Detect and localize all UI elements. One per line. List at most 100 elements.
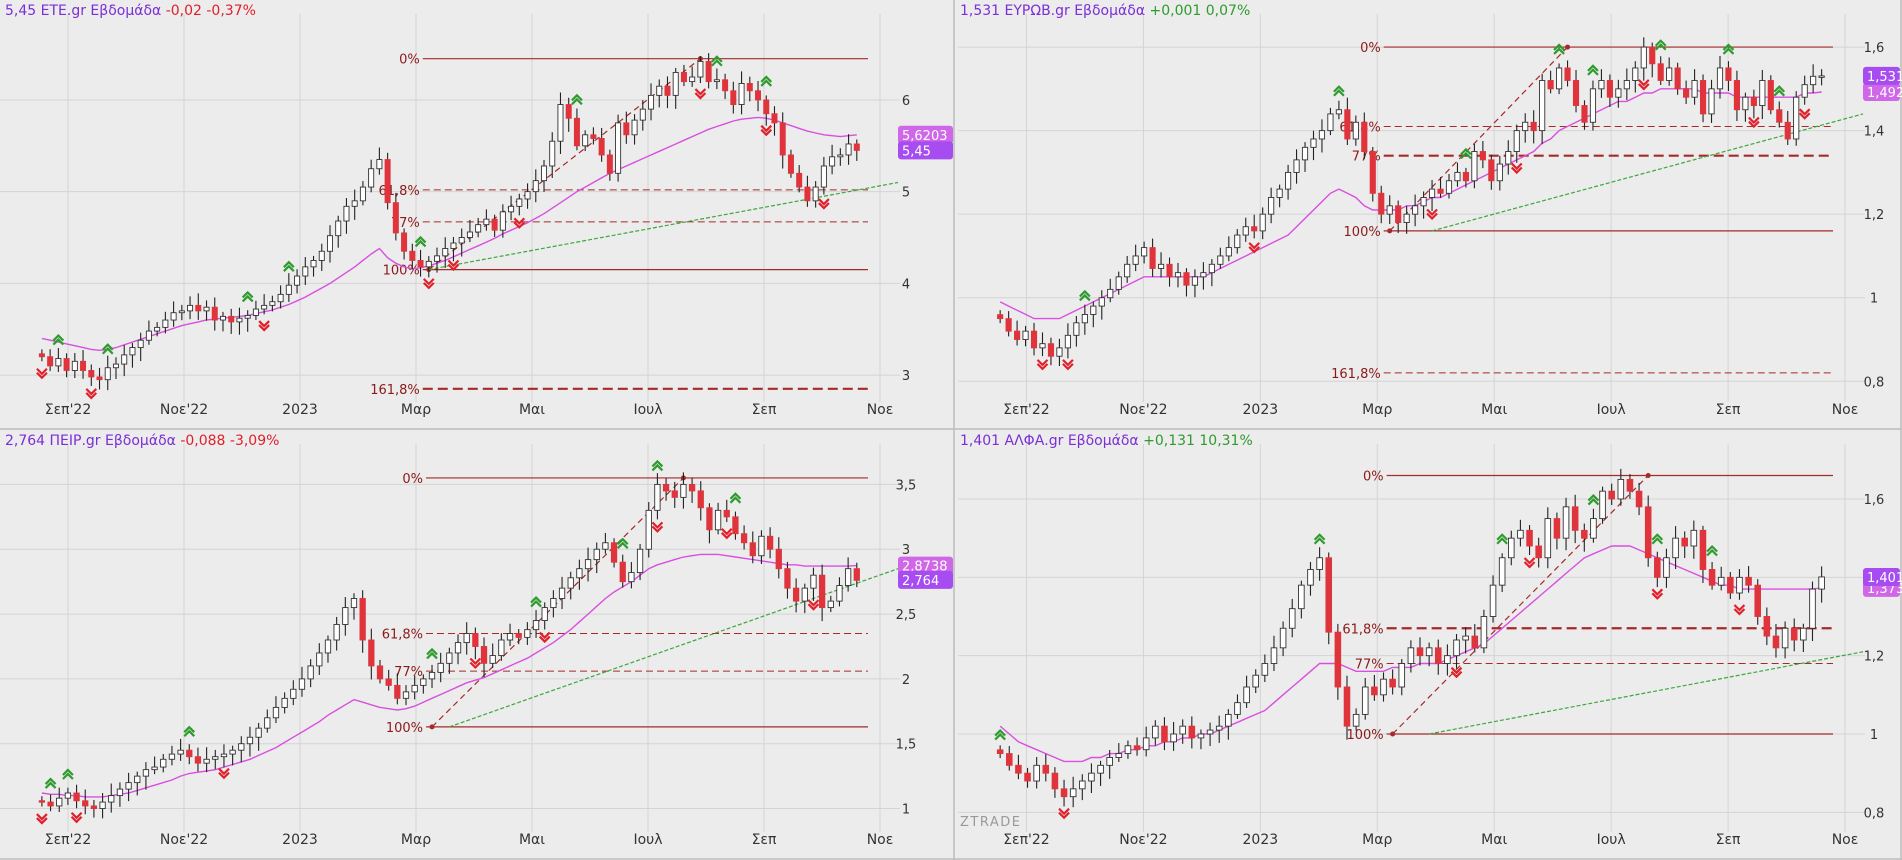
candle [1380,672,1387,702]
candle [121,345,128,377]
candle [1547,70,1554,94]
up-signal-icon [1587,494,1600,506]
y-tick-label: 1,4 [1864,125,1885,140]
x-tick-label: Μαι [519,402,545,418]
y-tick-label: 3 [902,369,910,384]
watermark: ZTRADE [960,815,1021,830]
candle [1699,74,1707,123]
title-symbol: 1,401 ΑΛΦΑ.gr Εβδομάδα [960,433,1143,449]
candle [1395,200,1402,234]
candle [1047,337,1055,366]
candle [1562,497,1570,551]
candle [602,532,609,554]
candle [318,243,325,271]
candle [787,149,794,178]
x-tick-label: Σεπ [1716,402,1741,418]
candle [705,53,712,89]
candle [137,332,144,362]
x-tick-label: Νοε [1832,402,1859,418]
candle [576,559,583,590]
y-tick-label: 1 [902,803,910,818]
y-tick-label: 3 [902,543,910,558]
candle [1801,75,1808,105]
up-signal-icon [241,290,254,303]
candle [229,745,236,766]
candle [1170,721,1177,751]
candle [1623,68,1630,101]
candle [1243,675,1250,708]
candle [1708,79,1715,123]
candle [713,68,720,90]
candle [1389,669,1396,695]
candle [294,269,301,294]
candle [1132,244,1139,272]
candle [1657,56,1664,86]
candle [1589,80,1597,131]
down-signal-icon [1523,557,1536,569]
candle [1640,37,1647,81]
candles [996,468,1825,808]
moving-average-line [999,88,1822,320]
candle [1005,311,1012,337]
support-trendline [1431,113,1864,232]
candle [434,247,441,273]
candle [610,538,618,568]
candle [38,349,45,362]
chart-title: 5,45 ΕΤΕ.gr Εβδομάδα -0,02 -0,37% [5,3,256,19]
candle [376,147,383,175]
down-signal-icon [70,811,83,824]
candle [1530,110,1537,144]
up-signal-icon [1313,533,1326,545]
candle [442,237,449,268]
down-signal-icon [807,599,820,611]
fib-level-label: 0% [399,53,420,68]
fib-level-label: 77% [394,665,423,680]
down-signal-icon [36,367,48,380]
sma-value-tag: 1,4924 [1863,83,1902,102]
candle [154,322,161,337]
candle [1564,60,1571,87]
candle [458,228,465,257]
candle [1200,262,1207,290]
candle [335,215,342,248]
down-signal-icon [258,320,270,332]
candle [359,590,366,653]
candle [454,634,462,665]
moving-average-line [41,116,857,352]
candle [1386,195,1393,224]
candle [1489,575,1497,623]
down-signal-icon [422,278,435,290]
candle [1745,566,1752,593]
fib-level-label: 161,8% [1331,367,1381,382]
candle [779,112,786,169]
candle [466,219,473,243]
fib-level-label: 100% [1346,728,1383,743]
candle [450,236,457,262]
candle [212,749,219,770]
candle [1142,726,1150,757]
candle [1626,474,1634,499]
x-tick-label: Νοε [867,402,894,418]
candle [134,771,141,796]
last-price-tag: 5,45 [898,141,953,160]
candle [997,310,1004,324]
x-tick-label: Ιουλ [633,402,662,418]
candle [565,97,572,132]
candle [1445,173,1453,199]
candle [1115,271,1122,295]
candle [1754,579,1762,625]
candle [1174,262,1182,288]
candle [689,66,696,87]
candle [125,772,132,802]
support-trendline [1429,651,1864,735]
candle [524,183,531,209]
candle [680,64,687,87]
fib-anchor-point [1645,473,1651,478]
candle [402,685,410,706]
candle [1513,124,1520,163]
candle [1606,74,1613,107]
candle [1124,740,1132,759]
up-signal-icon [52,334,65,346]
fib-anchor-point [1387,228,1393,234]
